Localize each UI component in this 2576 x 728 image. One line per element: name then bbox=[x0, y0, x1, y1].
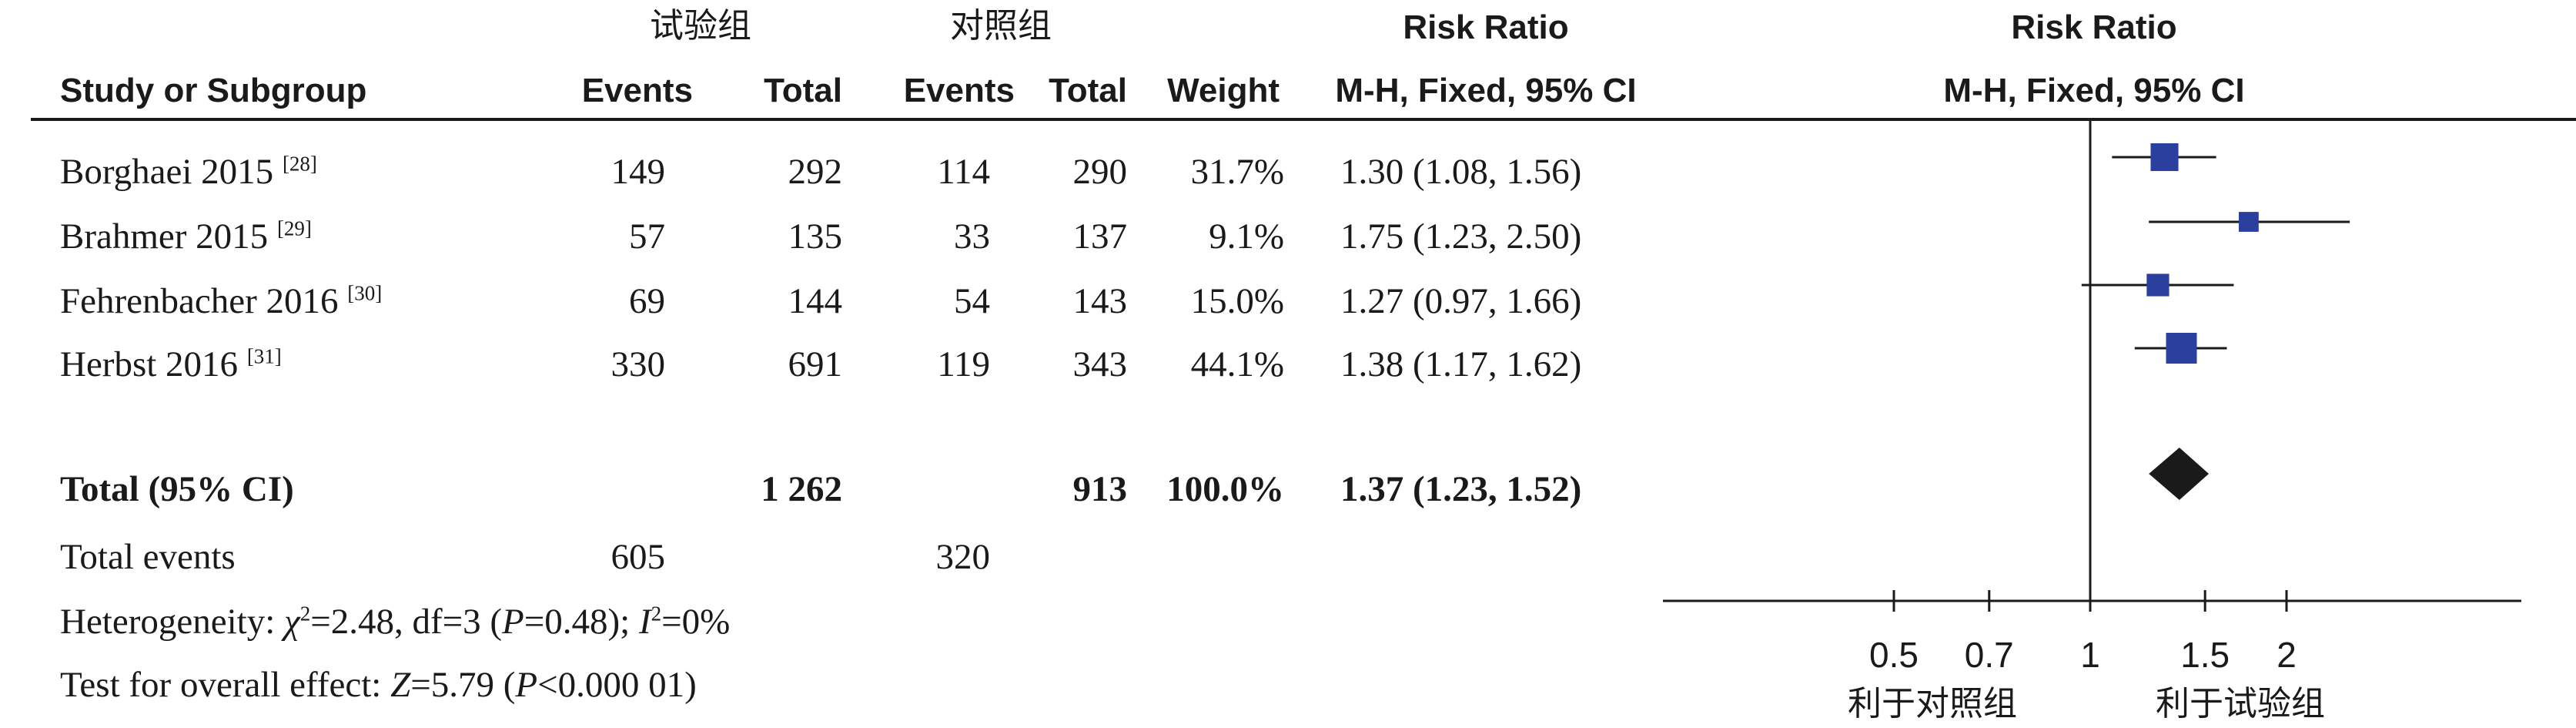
study-reference: [30] bbox=[347, 281, 383, 305]
exp-events-cell: 149 bbox=[611, 152, 666, 192]
control-group-header: 对照组 bbox=[950, 6, 1052, 45]
exp-events-cell: 330 bbox=[611, 344, 666, 384]
x-tick-label: 1.5 bbox=[2180, 635, 2230, 675]
study-reference: [31] bbox=[246, 344, 282, 368]
ctrl-events-header: Events bbox=[903, 72, 1015, 109]
weight-cell: 31.7% bbox=[1190, 152, 1284, 192]
study-column-header: Study or Subgroup bbox=[60, 72, 367, 109]
ctrl-total-cell: 137 bbox=[1072, 216, 1128, 257]
rr-ci-cell: 1.30 (1.08, 1.56) bbox=[1340, 152, 1582, 192]
ctrl-events-cell: 114 bbox=[937, 152, 990, 192]
z-value: =5.79 ( bbox=[410, 665, 516, 705]
ctrl-total-header: Total bbox=[1049, 72, 1127, 109]
x-tick-label: 2 bbox=[2277, 635, 2297, 675]
study-reference: [28] bbox=[282, 152, 317, 176]
i-value: =0% bbox=[661, 602, 731, 642]
study-name: Brahmer 2015 bbox=[60, 216, 269, 257]
study-effect-square bbox=[2166, 333, 2197, 364]
ctrl-total-cell: 290 bbox=[1072, 152, 1128, 192]
chi-value: =2.48, df=3 ( bbox=[310, 602, 503, 642]
p-symbol: P bbox=[502, 602, 524, 642]
plot-method-header: M-H, Fixed, 95% CI bbox=[1943, 72, 2245, 109]
overall-p-value: <0.000 01) bbox=[537, 665, 697, 705]
i-symbol: I bbox=[638, 602, 651, 642]
risk-ratio-title: Risk Ratio bbox=[1403, 8, 1569, 46]
total-events-ctrl: 320 bbox=[935, 537, 991, 577]
rr-method-header: M-H, Fixed, 95% CI bbox=[1335, 72, 1637, 109]
exp-events-header: Events bbox=[581, 72, 693, 109]
ctrl-total-cell: 143 bbox=[1072, 281, 1128, 321]
exp-total-cell: 691 bbox=[788, 344, 843, 384]
total-label: Total (95% CI) bbox=[60, 469, 294, 509]
rr-ci-cell: 1.27 (0.97, 1.66) bbox=[1340, 281, 1582, 321]
study-effect-square bbox=[2146, 273, 2170, 297]
exp-total-header: Total bbox=[764, 72, 842, 109]
header-divider bbox=[31, 118, 2576, 121]
weight-cell: 9.1% bbox=[1209, 216, 1284, 257]
experimental-group-header: 试验组 bbox=[650, 6, 751, 45]
p-value: =0.48); bbox=[524, 602, 639, 642]
ctrl-total-cell: 343 bbox=[1072, 344, 1128, 384]
rr-ci-cell: 1.75 (1.23, 2.50) bbox=[1340, 216, 1582, 257]
chi-symbol: χ bbox=[284, 602, 300, 642]
overall-effect-line: Test for overall effect: Z=5.79 (P<0.000… bbox=[60, 667, 697, 703]
total-weight: 100.0% bbox=[1166, 469, 1284, 509]
weight-cell: 15.0% bbox=[1190, 281, 1284, 321]
chi-exponent: 2 bbox=[299, 602, 311, 626]
rr-ci-cell: 1.38 (1.17, 1.62) bbox=[1340, 344, 1582, 384]
x-tick-label: 0.5 bbox=[1869, 635, 1919, 675]
total-events-label: Total events bbox=[60, 537, 236, 577]
exp-total-cell: 292 bbox=[788, 152, 843, 192]
study-effect-square bbox=[2238, 212, 2259, 232]
favours-experimental-label: 利于试验组 bbox=[2156, 684, 2325, 723]
exp-total-cell: 135 bbox=[788, 216, 843, 257]
i-exponent: 2 bbox=[651, 602, 662, 626]
z-symbol: Z bbox=[390, 665, 411, 705]
x-tick-label: 0.7 bbox=[1965, 635, 2014, 675]
heterogeneity-line: Heterogeneity: χ2=2.48, df=3 (P=0.48); I… bbox=[60, 602, 731, 642]
heterogeneity-prefix: Heterogeneity: bbox=[60, 602, 285, 642]
study-name: Borghaei 2015 bbox=[60, 152, 274, 192]
ctrl-events-cell: 33 bbox=[954, 216, 990, 257]
study-effect-square bbox=[2150, 143, 2179, 172]
plot-risk-ratio-title: Risk Ratio bbox=[2011, 8, 2177, 46]
ctrl-events-cell: 119 bbox=[937, 344, 990, 384]
overall-effect-prefix: Test for overall effect: bbox=[60, 665, 391, 705]
weight-cell: 44.1% bbox=[1190, 344, 1284, 384]
x-tick-label: 1 bbox=[2080, 635, 2100, 675]
total-events-exp: 605 bbox=[611, 537, 666, 577]
overall-p-symbol: P bbox=[515, 665, 538, 705]
total-rr-ci: 1.37 (1.23, 1.52) bbox=[1340, 469, 1582, 509]
total-exp-total: 1 262 bbox=[761, 469, 842, 509]
pooled-effect-diamond bbox=[2149, 448, 2210, 500]
ctrl-events-cell: 54 bbox=[954, 281, 990, 321]
exp-events-cell: 69 bbox=[629, 281, 665, 321]
exp-total-cell: 144 bbox=[788, 281, 843, 321]
study-reference: [29] bbox=[276, 216, 312, 240]
total-ctrl-total: 913 bbox=[1072, 469, 1128, 509]
study-name: Fehrenbacher 2016 bbox=[60, 281, 339, 321]
weight-header: Weight bbox=[1167, 72, 1280, 109]
study-name: Herbst 2016 bbox=[60, 344, 239, 384]
favours-control-label: 利于对照组 bbox=[1848, 684, 2017, 723]
exp-events-cell: 57 bbox=[629, 216, 665, 257]
